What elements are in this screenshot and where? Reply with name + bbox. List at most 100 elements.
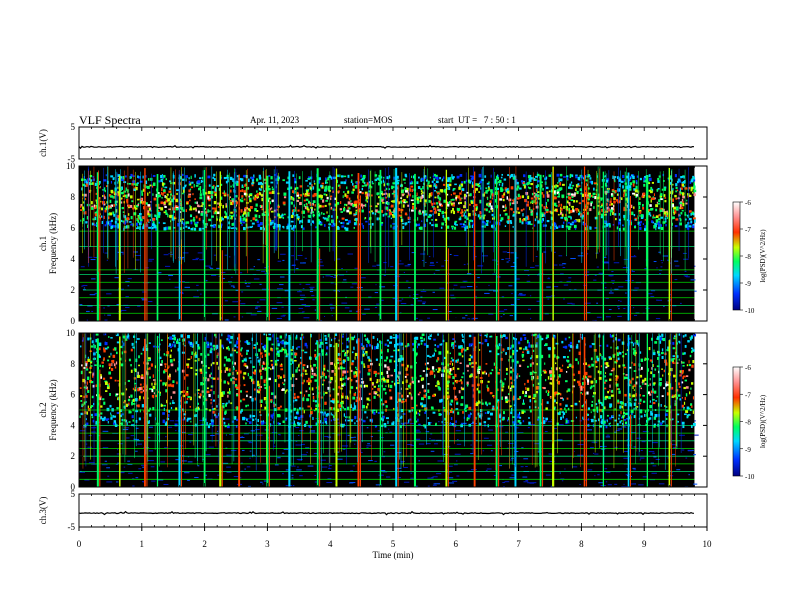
band-speck <box>147 210 150 214</box>
band-speck <box>260 194 264 197</box>
band-speck <box>155 193 157 198</box>
band-speck <box>512 225 514 228</box>
band-speck <box>337 174 339 178</box>
band-speck <box>190 219 193 222</box>
noise-speck <box>640 449 643 451</box>
band-speck <box>243 364 246 367</box>
band-speck <box>639 374 643 378</box>
band-speck <box>611 189 615 192</box>
band-speck <box>684 187 688 190</box>
band-speck <box>302 210 306 214</box>
band-speck <box>604 213 607 216</box>
noise-speck <box>517 294 522 296</box>
band-speck <box>157 211 161 216</box>
waveform-ylabel: ch.1(V) <box>38 129 48 157</box>
band-speck <box>540 192 544 195</box>
band-speck <box>417 418 419 422</box>
band-speck <box>595 360 598 364</box>
band-speck <box>386 176 390 180</box>
band-speck <box>370 194 373 197</box>
noise-speck <box>485 469 488 471</box>
band-speck <box>459 197 462 201</box>
band-speck <box>657 180 660 183</box>
band-speck <box>690 222 692 225</box>
noise-speck <box>84 479 90 481</box>
band-speck <box>594 227 598 229</box>
band-speck <box>507 220 510 224</box>
band-speck <box>368 181 371 184</box>
band-speck <box>181 369 185 373</box>
band-speck <box>663 369 666 373</box>
band-speck <box>447 177 451 181</box>
band-speck <box>191 181 194 184</box>
band-speck <box>168 202 172 206</box>
band-speck <box>556 189 560 191</box>
band-speck <box>623 179 626 182</box>
noise-speck <box>134 254 141 256</box>
band-speck <box>653 216 656 219</box>
band-speck <box>384 359 387 362</box>
band-speck <box>360 174 362 178</box>
band-speck <box>643 183 646 187</box>
band-speck <box>655 400 657 402</box>
band-speck <box>439 189 441 192</box>
band-speck <box>95 199 97 202</box>
band-speck <box>671 191 674 195</box>
band-speck <box>226 174 229 178</box>
band-speck <box>147 409 151 412</box>
band-speck <box>171 214 174 218</box>
noise-speck <box>446 282 450 284</box>
band-speck <box>278 176 280 180</box>
band-speck <box>516 207 519 211</box>
noise-speck <box>249 457 251 459</box>
noise-speck <box>655 318 661 320</box>
band-speck <box>571 174 574 178</box>
band-speck <box>406 195 409 199</box>
band-speck <box>438 200 440 204</box>
band-speck <box>558 200 560 204</box>
band-speck <box>492 216 496 218</box>
band-speck <box>121 422 123 426</box>
noise-speck <box>454 464 458 466</box>
band-speck <box>637 215 639 218</box>
band-speck <box>243 217 246 221</box>
noise-speck <box>282 452 285 454</box>
band-speck <box>459 216 462 220</box>
band-speck <box>245 404 248 408</box>
band-speck <box>457 195 461 199</box>
band-speck <box>432 411 436 414</box>
band-speck <box>331 215 333 218</box>
band-speck <box>338 190 340 193</box>
noise-speck <box>90 259 96 261</box>
band-speck <box>484 222 486 226</box>
band-speck <box>109 376 113 380</box>
band-speck <box>235 425 238 428</box>
band-speck <box>158 221 160 224</box>
band-speck <box>193 216 195 220</box>
noise-speck <box>229 434 233 436</box>
band-speck <box>452 189 454 192</box>
band-speck <box>221 216 223 219</box>
noise-speck <box>666 259 671 261</box>
band-speck <box>386 366 390 369</box>
band-speck <box>195 221 198 225</box>
band-speck <box>234 344 237 347</box>
band-speck <box>194 359 197 362</box>
noise-speck <box>296 469 302 471</box>
band-speck <box>326 181 329 184</box>
band-speck <box>461 181 464 184</box>
noise-speck <box>104 314 106 316</box>
band-speck <box>151 223 155 227</box>
band-speck <box>390 205 393 208</box>
band-speck <box>536 195 540 198</box>
band-speck <box>139 180 143 183</box>
band-speck <box>603 381 606 384</box>
noise-speck <box>120 309 127 311</box>
band-speck <box>240 221 243 224</box>
band-speck <box>417 186 421 189</box>
band-speck <box>148 221 150 224</box>
band-speck <box>227 381 229 384</box>
band-speck <box>411 209 414 212</box>
band-speck <box>513 173 515 178</box>
band-speck <box>82 220 84 224</box>
